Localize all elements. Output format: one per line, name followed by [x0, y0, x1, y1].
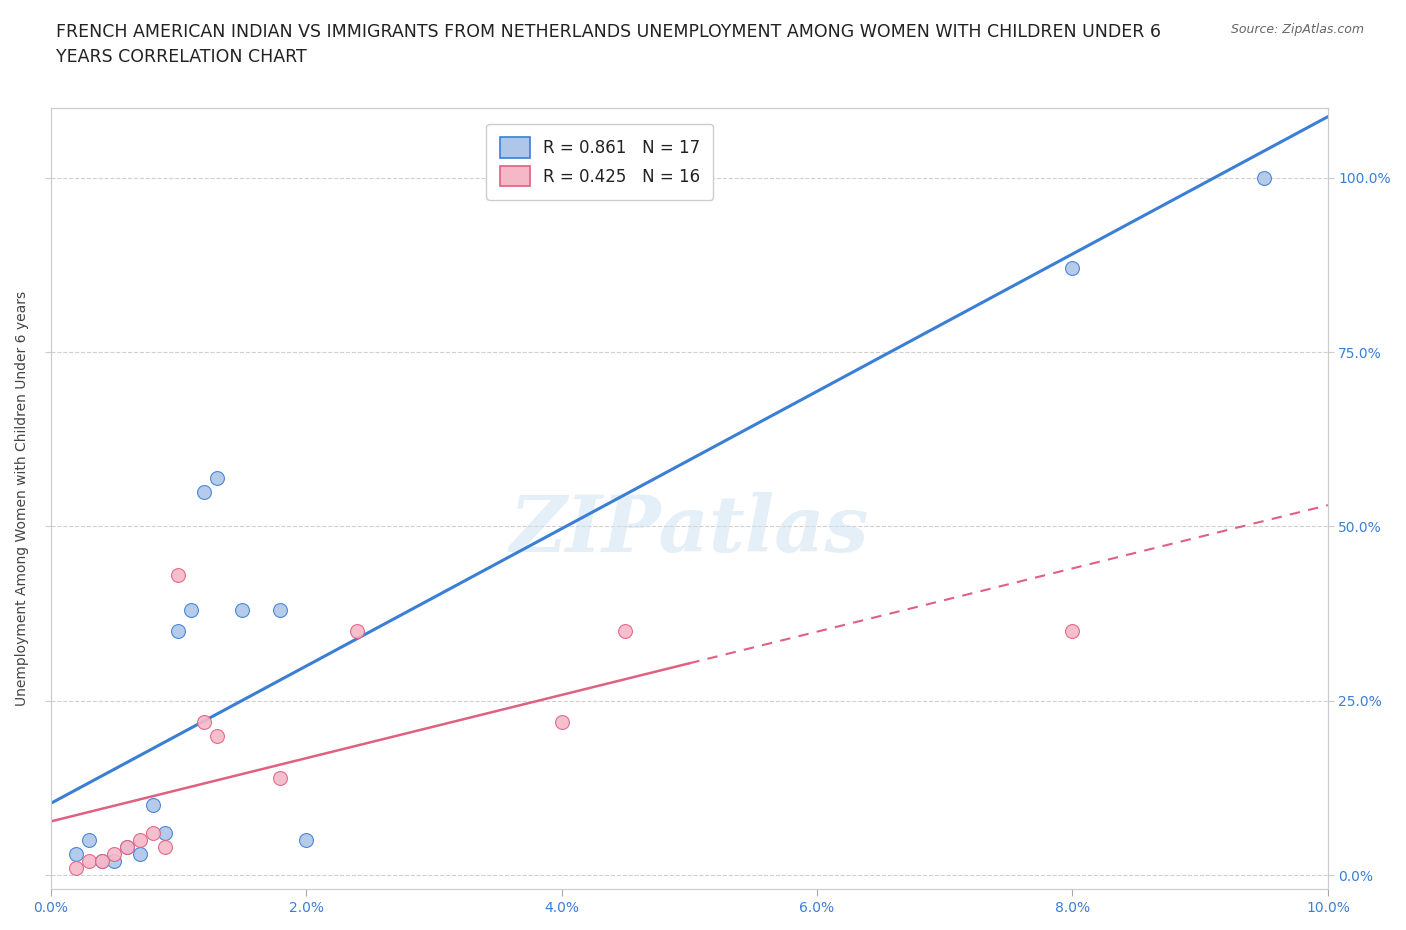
Point — [1062, 624, 1084, 639]
Point — [115, 840, 138, 855]
Text: Source: ZipAtlas.com: Source: ZipAtlas.com — [1230, 23, 1364, 36]
Text: FRENCH AMERICAN INDIAN VS IMMIGRANTS FROM NETHERLANDS UNEMPLOYMENT AMONG WOMEN W: FRENCH AMERICAN INDIAN VS IMMIGRANTS FRO… — [56, 23, 1161, 66]
Point — [1062, 261, 1084, 276]
Point — [142, 826, 165, 841]
Point — [103, 847, 125, 862]
Point — [65, 861, 87, 876]
Point — [90, 854, 112, 869]
Point — [155, 840, 177, 855]
Point — [205, 728, 228, 743]
Point — [142, 798, 165, 813]
Point — [193, 714, 215, 729]
Point — [1253, 170, 1275, 185]
Legend: R = 0.861   N = 17, R = 0.425   N = 16: R = 0.861 N = 17, R = 0.425 N = 16 — [486, 124, 713, 200]
Point — [231, 603, 253, 618]
Point — [90, 854, 112, 869]
Point — [77, 833, 100, 848]
Point — [269, 603, 291, 618]
Point — [193, 485, 215, 499]
Point — [103, 854, 125, 869]
Text: ZIPatlas: ZIPatlas — [509, 492, 869, 568]
Point — [155, 826, 177, 841]
Point — [205, 471, 228, 485]
Y-axis label: Unemployment Among Women with Children Under 6 years: Unemployment Among Women with Children U… — [15, 291, 30, 706]
Point — [77, 854, 100, 869]
Point — [550, 714, 572, 729]
Point — [129, 847, 152, 862]
Point — [295, 833, 318, 848]
Point — [167, 568, 190, 583]
Point — [167, 624, 190, 639]
Point — [115, 840, 138, 855]
Point — [65, 847, 87, 862]
Point — [129, 833, 152, 848]
Point — [346, 624, 368, 639]
Point — [614, 624, 637, 639]
Point — [180, 603, 202, 618]
Point — [269, 770, 291, 785]
